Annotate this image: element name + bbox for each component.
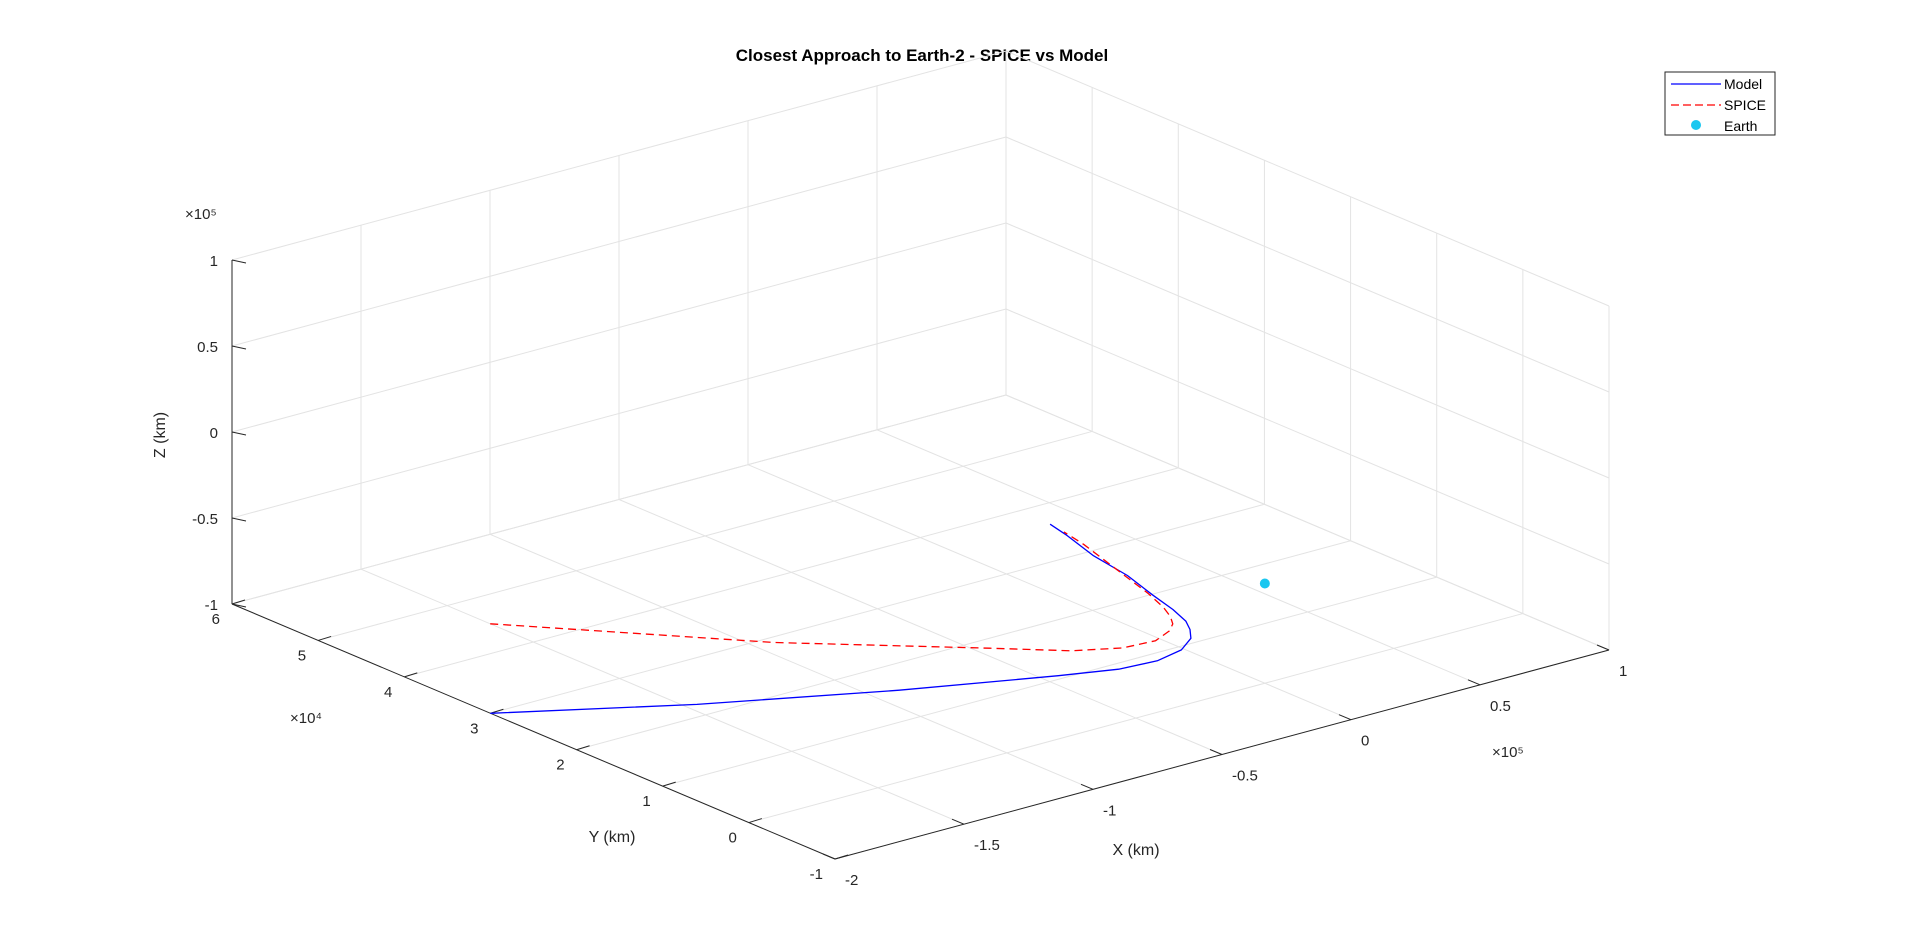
floor-grid-line-x — [489, 533, 1094, 790]
x-tick-mark — [1338, 714, 1352, 721]
y-tick-mark — [834, 854, 849, 860]
z-tick-label: 0 — [210, 425, 218, 442]
back-wall-grid-line-z — [231, 50, 1007, 261]
y-axis-label: Y (km) — [589, 829, 636, 846]
x-tick-mark — [1596, 644, 1610, 651]
z-tick-mark — [231, 603, 247, 608]
floor-grid-line-x — [876, 429, 1481, 686]
y-tick-label: 4 — [384, 684, 392, 701]
y-tick-mark — [231, 599, 246, 605]
axes-layer — [231, 259, 1610, 860]
z-exponent-label: ×10⁵ — [185, 206, 217, 223]
y-exponent-label: ×10⁴ — [290, 710, 322, 727]
series-layer — [490, 523, 1270, 714]
x-tick-label: -2 — [845, 872, 858, 889]
x-tick-mark — [822, 853, 836, 860]
side-wall-grid-line-z — [1005, 136, 1610, 393]
x-tick-label: 0.5 — [1490, 698, 1511, 715]
y-tick-label: 6 — [212, 611, 220, 628]
x-tick-mark — [1467, 679, 1481, 686]
x-tick-label: 0 — [1361, 733, 1369, 750]
side-wall-grid-line-z — [1005, 222, 1610, 479]
x-tick-label: -0.5 — [1232, 768, 1258, 785]
x-tick-label: -1.5 — [974, 837, 1000, 854]
y-tick-label: -1 — [810, 866, 823, 883]
floor-grid-line-y — [404, 467, 1179, 678]
z-tick-label: 0.5 — [197, 339, 218, 356]
legend-swatch-earth — [1691, 120, 1701, 130]
chart-title: Closest Approach to Earth-2 - SPICE vs M… — [736, 46, 1109, 65]
side-wall-grid-line-z — [1005, 50, 1610, 307]
y-axis-line — [231, 603, 836, 860]
legend-label-model: Model — [1724, 76, 1762, 92]
x-exponent-label: ×10⁵ — [1492, 744, 1524, 761]
y-tick-label: 1 — [642, 793, 650, 810]
y-tick-label: 0 — [729, 830, 737, 847]
floor-grid-line-y — [490, 503, 1265, 714]
y-tick-mark — [317, 635, 332, 641]
y-tick-label: 2 — [556, 757, 564, 774]
x-tick-mark — [1080, 783, 1094, 790]
y-tick-label: 5 — [298, 647, 306, 664]
series-line-spice — [490, 531, 1174, 652]
x-tick-mark — [951, 818, 965, 825]
back-wall-grid-line-z — [231, 222, 1007, 433]
floor-grid-line-x — [747, 464, 1352, 721]
floor-grid-line-y — [748, 613, 1523, 824]
y-tick-mark — [748, 818, 763, 824]
x-tick-label: -1 — [1103, 802, 1116, 819]
z-tick-label: -1 — [205, 597, 218, 614]
z-tick-mark — [231, 431, 247, 436]
floor-grid-line-y — [318, 430, 1093, 641]
series-line-model — [490, 523, 1192, 714]
z-tick-label: 1 — [210, 253, 218, 270]
back-wall-grid-line-z — [231, 308, 1007, 519]
grid-layer — [231, 50, 1610, 860]
y-tick-mark — [662, 781, 676, 787]
z-tick-mark — [231, 517, 247, 522]
earth-marker — [1259, 578, 1270, 589]
legend-label-earth: Earth — [1724, 118, 1757, 134]
z-tick-label: -0.5 — [192, 511, 218, 528]
legend-box — [1664, 71, 1776, 136]
x-tick-label: 1 — [1619, 663, 1627, 680]
x-tick-mark — [1209, 749, 1223, 755]
back-wall-grid-line-z — [231, 136, 1007, 347]
z-tick-mark — [231, 259, 247, 264]
side-wall-grid-line-z — [1005, 308, 1610, 565]
floor-grid-line-x — [618, 499, 1223, 755]
y-tick-mark — [576, 745, 590, 751]
z-tick-mark — [231, 345, 247, 350]
floor-grid-line-y — [662, 576, 1437, 787]
y-tick-mark — [404, 672, 418, 678]
side-wall-grid-line-z — [1005, 394, 1610, 651]
legend: Model SPICE Earth — [1664, 71, 1776, 136]
floor-grid-line-x — [360, 568, 965, 825]
x-axis-label: X (km) — [1112, 842, 1159, 859]
legend-label-spice: SPICE — [1724, 97, 1766, 113]
y-tick-label: 3 — [470, 720, 478, 737]
z-axis-label: Z (km) — [152, 412, 169, 458]
floor-grid-line-y — [576, 540, 1351, 751]
back-wall-grid-line-z — [231, 394, 1007, 605]
